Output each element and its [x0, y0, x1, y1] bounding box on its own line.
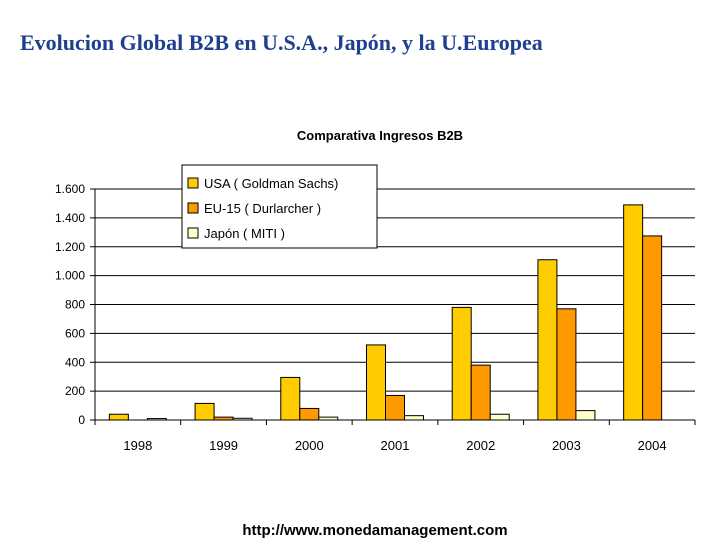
legend-swatch-eu: [187, 202, 199, 214]
x-tick-label: 2004: [638, 438, 667, 453]
x-tick-label: 2001: [381, 438, 410, 453]
bar-usa-2003: [537, 259, 558, 421]
y-tick-label: 800: [65, 298, 85, 312]
y-axis: 0 200 400 600 800 1.000 1.200 1.400 1.600: [55, 182, 96, 427]
bar-japan-2003: [575, 410, 596, 421]
bar-eu-2002: [470, 364, 491, 421]
bars: [108, 204, 663, 421]
bar-japan-2002: [489, 413, 510, 421]
bar-usa-1999: [194, 402, 215, 421]
bar-japan-2001: [404, 415, 424, 421]
y-tick-label: 1.600: [55, 182, 85, 196]
bar-usa-2002: [451, 306, 472, 421]
y-tick-label: 600: [65, 326, 85, 340]
y-tick-label: 0: [78, 413, 85, 427]
bar-eu-2003: [556, 308, 577, 421]
y-tick-label: 1.200: [55, 240, 85, 254]
x-tick-label: 1998: [123, 438, 152, 453]
x-axis: 1998 1999 2000 2001 2002 2003 2004: [94, 419, 696, 453]
legend-label-eu: EU-15 ( Durlarcher ): [204, 201, 321, 216]
footer-url[interactable]: http://www.monedamanagement.com: [242, 522, 508, 539]
chart-title: Comparativa Ingresos B2B: [297, 128, 463, 143]
bar-usa-2001: [366, 344, 386, 421]
bar-eu-2001: [385, 394, 405, 421]
legend-label-usa: USA ( Goldman Sachs): [204, 176, 338, 191]
x-tick-label: 2002: [466, 438, 495, 453]
y-tick-label: 200: [65, 384, 85, 398]
y-tick-label: 1.000: [55, 269, 85, 283]
bar-eu-2000: [299, 407, 320, 421]
bar-usa-2004: [623, 204, 644, 421]
y-tick-label: 400: [65, 355, 85, 369]
slide-title: Evolucion Global B2B en U.S.A., Japón, y…: [20, 30, 543, 55]
legend-box: [181, 164, 378, 249]
legend-swatch-usa: [187, 177, 199, 189]
x-tick-label: 2000: [295, 438, 324, 453]
bar-usa-2000: [280, 376, 301, 421]
bar-eu-2004: [642, 235, 663, 421]
legend: USA ( Goldman Sachs) EU-15 ( Durlarcher )…: [181, 164, 378, 249]
legend-swatch-japan: [187, 227, 199, 239]
legend-label-japan: Japón ( MITI ): [204, 226, 285, 241]
y-tick-label: 1.400: [55, 211, 85, 225]
x-tick-label: 2003: [552, 438, 581, 453]
x-tick-label: 1999: [209, 438, 238, 453]
bar-usa-1998: [108, 413, 129, 421]
